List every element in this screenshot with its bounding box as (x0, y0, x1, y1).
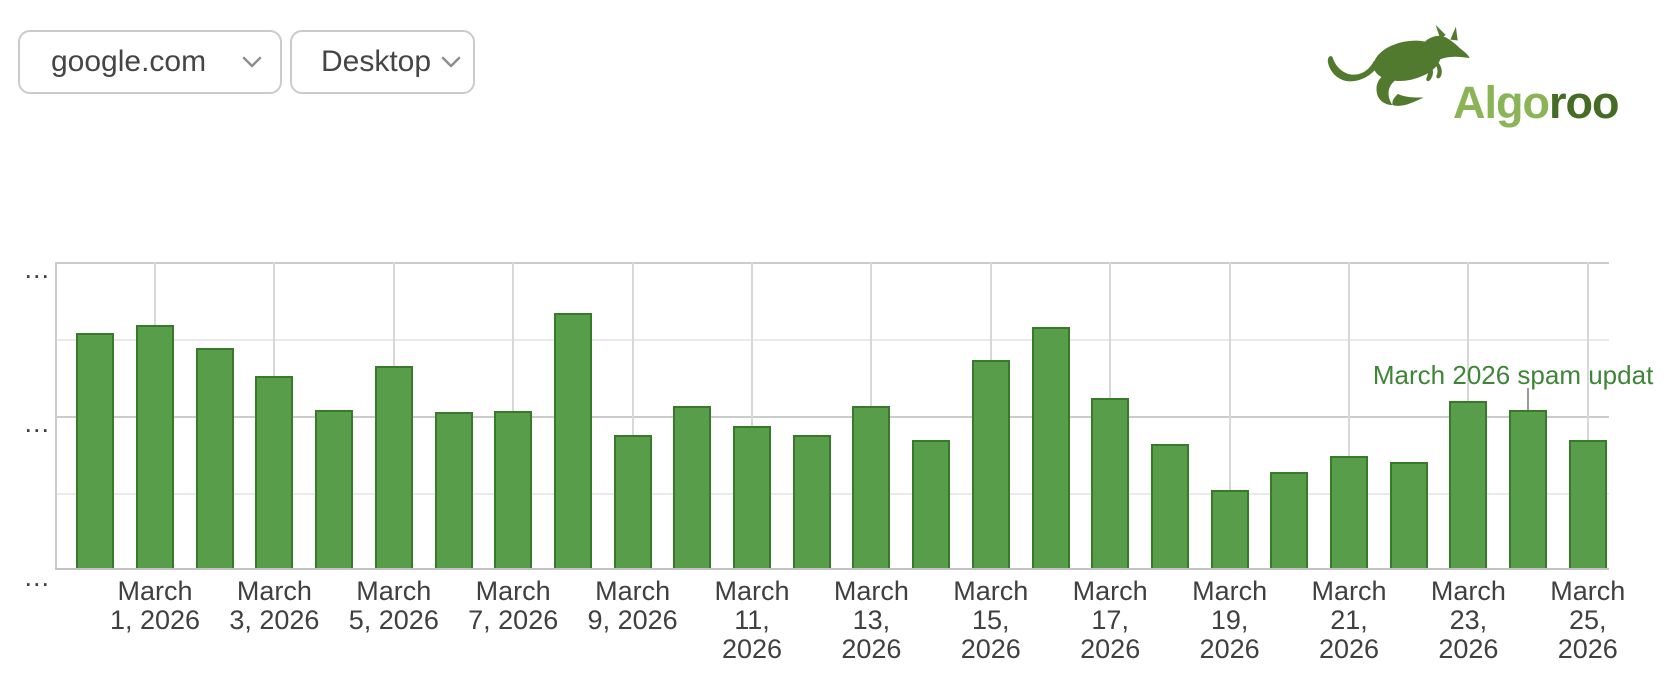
chart-bar-march-22-2026[interactable] (1389, 462, 1428, 568)
chart-bar-march-21-2026[interactable] (1330, 456, 1368, 568)
chart-bar-march-10-2026[interactable] (673, 406, 712, 568)
chart-bar-march-15-2026[interactable] (971, 360, 1010, 568)
kangaroo-logo-icon (1327, 24, 1470, 106)
gridline-vertical (1228, 262, 1231, 568)
chart-bar-march-1-2026[interactable] (136, 325, 174, 568)
chart-bar-march-16-2026[interactable] (1031, 327, 1070, 568)
y-tick-label: ... (24, 408, 50, 438)
chart-bar-march-8-2026[interactable] (553, 313, 592, 568)
chart-bar-march-13-2026[interactable] (852, 406, 891, 568)
chart-bar-march-6-2026[interactable] (434, 412, 473, 568)
chart-bar-march-23-2026[interactable] (1449, 401, 1488, 568)
logo-wordmark: Algoroo (1453, 77, 1619, 128)
chart-bar-february-28-2026[interactable] (76, 333, 115, 568)
x-tick-label: March 13, 2026 (833, 576, 909, 664)
x-tick-label: March 1, 2026 (109, 576, 201, 635)
x-tick-label: March 11, 2026 (714, 576, 790, 664)
x-tick-label: March 21, 2026 (1311, 576, 1387, 664)
device-select-value: Desktop (321, 45, 432, 78)
annotation-stick (1527, 388, 1530, 410)
x-tick-label: March 3, 2026 (229, 576, 320, 635)
site-select-value: google.com (51, 45, 207, 78)
chart-bar-march-20-2026[interactable] (1270, 472, 1309, 568)
chart-bar-march-14-2026[interactable] (912, 440, 951, 568)
chart-bar-march-7-2026[interactable] (494, 411, 533, 568)
x-tick-label: March 9, 2026 (587, 576, 678, 635)
gridline-vertical (631, 262, 634, 568)
chart-bar-march-9-2026[interactable] (613, 435, 652, 568)
chart-bar-march-24-2026[interactable] (1509, 410, 1548, 568)
x-tick-label: March 5, 2026 (348, 576, 439, 635)
chart-bar-march-19-2026[interactable] (1210, 490, 1249, 568)
gridline-vertical (1586, 262, 1589, 568)
gridline-horizontal (55, 339, 1609, 341)
logo-text-algo: Algo (1453, 77, 1550, 128)
chart-bar-march-5-2026[interactable] (374, 366, 413, 568)
chart-bar-march-18-2026[interactable] (1150, 444, 1189, 568)
gridline-horizontal (55, 262, 1609, 264)
gridline-vertical (751, 262, 753, 568)
chart-plot-area (55, 262, 1609, 570)
chart-bar-march-4-2026[interactable] (315, 410, 354, 568)
chart-bar-march-17-2026[interactable] (1091, 398, 1130, 568)
site-select[interactable]: google.com (18, 30, 282, 94)
chevron-down-icon (242, 56, 262, 69)
x-tick-label: March 25, 2026 (1550, 576, 1626, 664)
gridline-vertical (1348, 262, 1350, 568)
x-axis-line (55, 568, 1609, 570)
device-select[interactable]: Desktop (290, 30, 475, 94)
gridline-horizontal (55, 493, 1609, 495)
algoroo-logo: Algoroo (1320, 18, 1665, 128)
x-tick-label: March 19, 2026 (1192, 576, 1268, 664)
chart-bar-march-25-2026[interactable] (1568, 440, 1607, 568)
plot-left-border (55, 262, 57, 568)
x-tick-label: March 7, 2026 (468, 576, 559, 635)
chart-bar-march-12-2026[interactable] (792, 435, 831, 568)
x-tick-label: March 15, 2026 (953, 576, 1029, 664)
chart-bar-march-2-2026[interactable] (195, 348, 234, 568)
logo-text-roo: roo (1548, 77, 1619, 128)
y-tick-label: ... (24, 562, 50, 592)
chart-bar-march-11-2026[interactable] (733, 426, 771, 568)
chevron-down-icon (441, 56, 461, 69)
chart-bar-march-3-2026[interactable] (255, 376, 294, 568)
gridline-horizontal (55, 416, 1609, 418)
x-tick-label: March 23, 2026 (1430, 576, 1506, 664)
y-tick-label: ... (24, 254, 50, 284)
x-tick-label: March 17, 2026 (1072, 576, 1148, 664)
annotation-label[interactable]: March 2026 spam updat (1372, 360, 1654, 390)
